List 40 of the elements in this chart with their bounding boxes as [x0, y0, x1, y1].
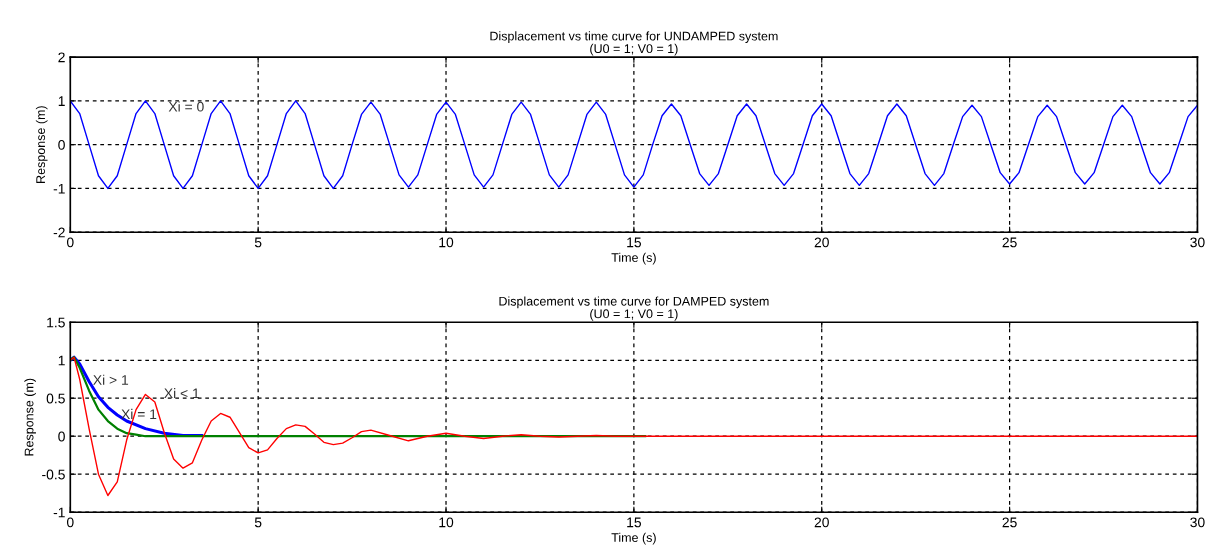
- y-tick-label: -2: [53, 227, 65, 238]
- x-axis-title: Time (s): [611, 532, 656, 545]
- chart-subtitle: (U0 = 1; V0 = 1): [590, 43, 678, 56]
- chart-title: Displacement vs time curve for UNDAMPED system: [490, 31, 778, 43]
- y-tick-label: 0.5: [46, 393, 65, 404]
- line-series: [70, 100, 1198, 190]
- x-tick-label: 30: [1190, 517, 1205, 528]
- line-series: [70, 356, 1198, 497]
- x-tick-label: 0: [66, 237, 74, 248]
- annotation: Xi = 0: [168, 101, 204, 112]
- y-tick-label: 1: [58, 355, 65, 366]
- x-axis-title: Time (s): [611, 252, 656, 265]
- chart-subtitle: (U0 = 1; V0 = 1): [590, 309, 678, 321]
- x-tick-label: 15: [627, 517, 642, 528]
- annotation: Xi = 1: [121, 408, 157, 419]
- y-tick-label: 0: [58, 140, 65, 150]
- line-series: [70, 356, 647, 438]
- annotation: Xi < 1: [164, 387, 200, 399]
- x-tick-label: 30: [1190, 237, 1205, 248]
- x-tick-label: 0: [66, 517, 74, 528]
- y-tick-label: 1.5: [47, 317, 65, 328]
- x-tick-label: 10: [439, 237, 454, 248]
- y-tick-label: 2: [58, 52, 65, 63]
- y-axis-title: Response (m): [24, 378, 36, 456]
- annotation: Xi > 1: [93, 374, 129, 385]
- x-tick-label: 20: [814, 237, 829, 248]
- x-tick-label: 25: [1002, 517, 1017, 528]
- x-tick-label: 5: [254, 517, 262, 528]
- y-tick-label: -0.5: [42, 469, 65, 480]
- x-tick-label: 15: [627, 237, 642, 248]
- y-tick-label: 1: [58, 96, 65, 106]
- x-tick-label: 20: [814, 517, 829, 528]
- chart-title: Displacement vs time curve for DAMPED system: [499, 296, 769, 309]
- y-tick-label: -1: [53, 507, 65, 518]
- x-tick-label: 10: [439, 517, 454, 528]
- y-axis-title: Response (m): [35, 106, 48, 183]
- y-tick-label: 0: [58, 431, 65, 442]
- x-tick-label: 25: [1002, 237, 1017, 248]
- x-tick-label: 5: [254, 237, 262, 248]
- y-tick-label: -1: [53, 183, 65, 194]
